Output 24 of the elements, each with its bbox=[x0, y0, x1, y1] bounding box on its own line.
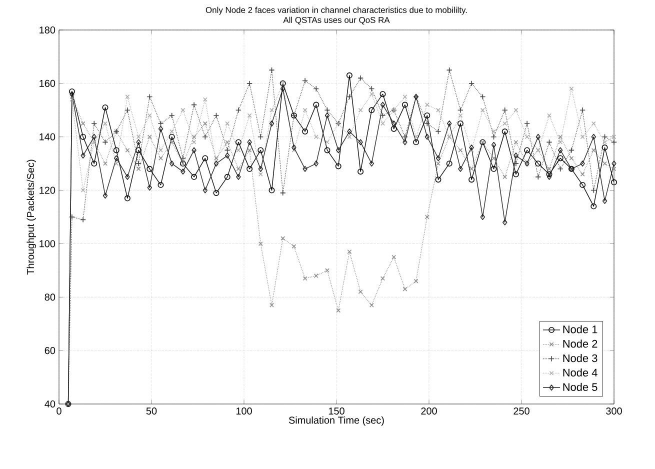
legend-label: Node 1 bbox=[563, 325, 598, 334]
y-tick-label: 80 bbox=[44, 294, 56, 301]
y-tick-label: 100 bbox=[40, 240, 56, 248]
y-tick-label: 120 bbox=[40, 186, 56, 194]
x-axis-title: Simulation Time (sec) bbox=[288, 416, 384, 426]
legend-label: Node 4 bbox=[563, 368, 598, 377]
x-tick-label: 50 bbox=[146, 408, 157, 415]
legend-label: Node 2 bbox=[563, 340, 598, 348]
legend-label: Node 5 bbox=[563, 382, 598, 391]
x-tick-label: 150 bbox=[328, 408, 344, 415]
y-tick-label: 40 bbox=[44, 400, 56, 408]
x-tick-label: 100 bbox=[236, 408, 252, 415]
y-tick-label: 60 bbox=[44, 347, 56, 354]
x-tick-label: 0 bbox=[56, 408, 62, 415]
y-tick-label: 140 bbox=[40, 133, 56, 140]
y-tick-label: 180 bbox=[40, 26, 56, 34]
x-tick-label: 200 bbox=[421, 408, 437, 415]
x-tick-label: 300 bbox=[606, 408, 622, 415]
legend-label: Node 3 bbox=[563, 354, 598, 362]
chart-subtitle: All QSTAs uses our QoS RA bbox=[283, 16, 390, 24]
chart-title: Only Node 2 faces variation in channel characteristics due to mobililty. bbox=[206, 6, 467, 15]
x-tick-label: 250 bbox=[514, 408, 530, 415]
y-axis-title: Throughput (Packets/Sec) bbox=[26, 160, 36, 275]
y-tick-label: 160 bbox=[40, 80, 56, 87]
